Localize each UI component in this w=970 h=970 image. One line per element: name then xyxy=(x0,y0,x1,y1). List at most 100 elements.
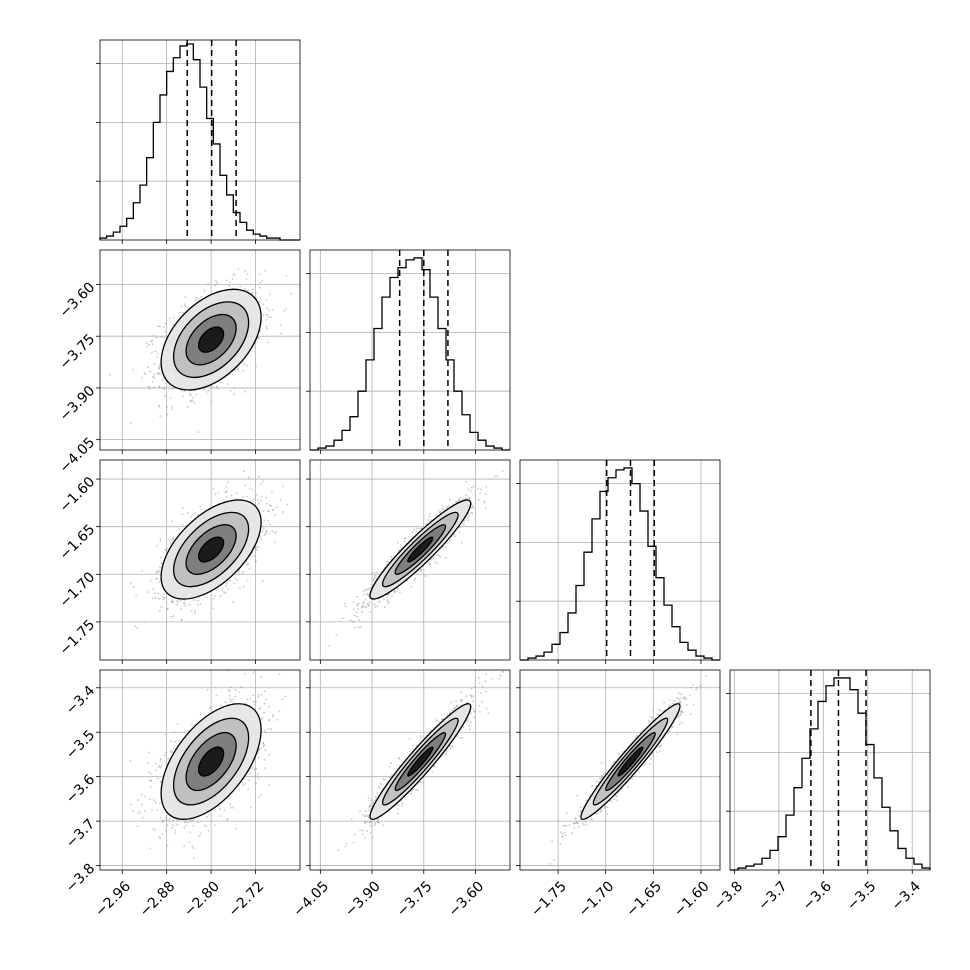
pair-panel-r3-c0 xyxy=(96,669,301,874)
sample-point xyxy=(699,685,702,688)
sample-point xyxy=(214,493,217,496)
sample-point xyxy=(263,519,266,522)
sample-point xyxy=(191,820,194,822)
sample-point xyxy=(262,510,265,512)
sample-point xyxy=(181,524,184,526)
sample-point xyxy=(265,318,268,321)
sample-point xyxy=(352,620,355,623)
sample-point xyxy=(571,832,574,835)
sample-point xyxy=(458,499,461,501)
sample-point xyxy=(379,782,382,785)
sample-point xyxy=(247,788,250,790)
sample-point xyxy=(353,626,356,629)
sample-point xyxy=(156,570,158,573)
sample-point xyxy=(154,350,157,353)
sample-point xyxy=(358,619,361,621)
sample-point xyxy=(240,685,243,688)
sample-point xyxy=(232,698,234,701)
sample-point xyxy=(279,498,282,501)
sample-point xyxy=(170,387,172,390)
sample-point xyxy=(484,680,487,682)
sample-point xyxy=(159,373,162,375)
sample-point xyxy=(648,719,650,722)
sample-point xyxy=(140,793,143,796)
sample-point xyxy=(598,780,600,783)
sample-point xyxy=(214,686,217,689)
sample-point xyxy=(255,493,258,496)
sample-point xyxy=(690,686,692,689)
histogram-p2 xyxy=(520,467,720,661)
sample-point xyxy=(257,337,260,340)
sample-point xyxy=(599,810,602,813)
sample-point xyxy=(455,700,457,702)
x-tick-label: −1.65 xyxy=(623,878,665,920)
sample-point xyxy=(452,708,455,710)
sample-point xyxy=(141,376,143,379)
sample-point xyxy=(144,373,147,376)
sample-point xyxy=(109,373,112,376)
sample-point xyxy=(229,802,231,805)
sample-point xyxy=(451,709,454,712)
sample-point xyxy=(192,847,195,850)
pair-content xyxy=(109,268,293,433)
sample-point xyxy=(158,386,160,389)
sample-point xyxy=(155,769,158,772)
sample-point xyxy=(185,824,188,827)
sample-point xyxy=(250,767,253,770)
sample-point xyxy=(249,487,251,490)
sample-point xyxy=(157,571,160,573)
sample-point xyxy=(695,689,697,691)
sample-point xyxy=(354,614,356,617)
sample-point xyxy=(148,771,150,774)
sample-point xyxy=(190,610,193,613)
sample-point xyxy=(261,280,264,282)
sample-point xyxy=(655,751,658,754)
x-tick-label: −3.60 xyxy=(446,878,488,920)
sample-point xyxy=(220,382,223,384)
sample-point xyxy=(147,366,150,369)
sample-point xyxy=(585,823,588,826)
sample-point xyxy=(464,498,467,500)
sample-point xyxy=(621,750,624,753)
sample-point xyxy=(197,431,200,433)
sample-point xyxy=(263,758,266,761)
sample-point xyxy=(428,561,430,564)
sample-point xyxy=(668,699,671,702)
sample-point xyxy=(428,513,431,515)
sample-point xyxy=(373,571,376,574)
sample-point xyxy=(173,731,176,734)
sample-point xyxy=(328,645,331,647)
sample-point xyxy=(229,686,232,689)
sample-point xyxy=(259,747,262,750)
sample-point xyxy=(390,555,392,558)
sample-point xyxy=(270,505,272,507)
sample-point xyxy=(469,728,471,731)
x-tick-label: −3.90 xyxy=(342,878,384,920)
sample-point xyxy=(681,721,683,724)
sample-point xyxy=(172,387,174,390)
sample-point xyxy=(239,285,242,288)
sample-point xyxy=(267,341,270,344)
sample-point xyxy=(180,389,183,392)
sample-point xyxy=(197,599,200,602)
sample-point xyxy=(345,842,348,845)
sample-point xyxy=(151,340,154,342)
sample-point xyxy=(151,381,154,383)
sample-point xyxy=(243,288,246,290)
sample-point xyxy=(374,574,377,577)
sample-point xyxy=(260,676,263,678)
sample-point xyxy=(658,708,660,711)
sample-point xyxy=(214,595,216,597)
sample-point xyxy=(266,307,268,309)
sample-point xyxy=(361,610,363,613)
sample-point xyxy=(255,700,257,703)
histogram-p0 xyxy=(99,43,300,241)
y-tick-label: −3.8 xyxy=(63,861,98,896)
sample-point xyxy=(249,698,252,700)
sample-point xyxy=(470,712,473,715)
sample-point xyxy=(478,711,481,713)
sample-point xyxy=(156,545,158,547)
sample-point xyxy=(188,603,191,606)
sample-point xyxy=(158,368,161,370)
sample-point xyxy=(364,589,366,591)
